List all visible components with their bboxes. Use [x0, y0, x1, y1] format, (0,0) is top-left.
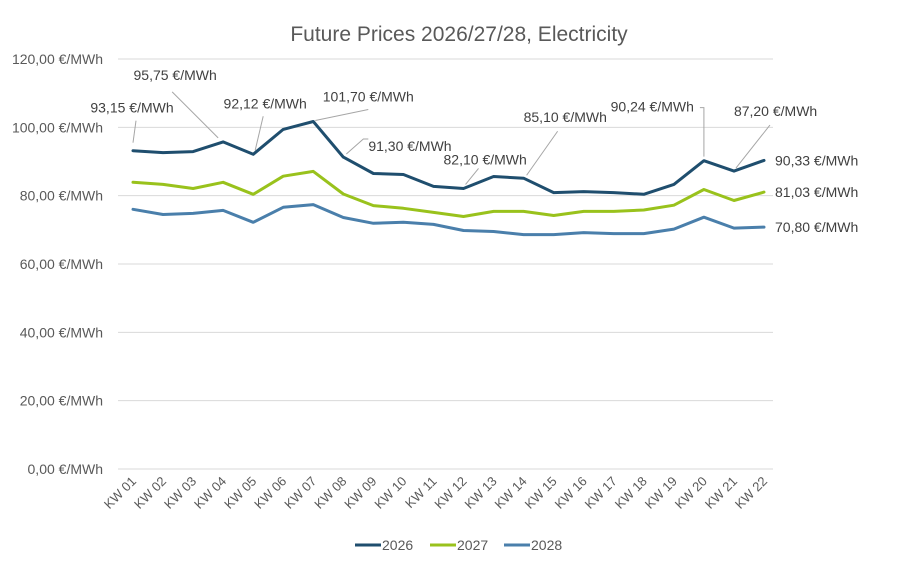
data-label: 90,33 €/MWh	[775, 152, 858, 168]
data-label: 90,24 €/MWh	[611, 99, 694, 115]
data-label: 85,10 €/MWh	[524, 109, 607, 125]
data-label: 91,30 €/MWh	[368, 138, 451, 154]
annotation-leader-line	[699, 107, 705, 157]
x-tick-label: KW 19	[642, 474, 680, 512]
annotation-leader-line	[526, 130, 559, 176]
x-tick-label: KW 07	[281, 474, 319, 512]
y-tick-label: 40,00 €/MWh	[20, 324, 103, 340]
x-tick-label: KW 14	[492, 474, 530, 512]
annotation-leader-line	[315, 109, 369, 122]
gridlines	[118, 58, 773, 470]
y-tick-label: 100,00 €/MWh	[12, 119, 103, 135]
x-tick-label: KW 05	[221, 474, 259, 512]
annotation-leader-line	[735, 124, 771, 169]
legend-item-2026: 2026	[355, 537, 413, 553]
chart-title: Future Prices 2026/27/28, Electricity	[290, 23, 628, 46]
data-labels: 93,15 €/MWh 95,75 €/MWh 92,12 €/MWh 101,70 …	[90, 67, 858, 235]
x-tick-label: KW 20	[672, 474, 710, 512]
x-tick-label: KW 15	[522, 474, 560, 512]
legend-item-2028: 2028	[504, 537, 562, 553]
data-label: 95,75 €/MWh	[134, 67, 217, 83]
series-line-2027	[131, 169, 766, 218]
annotation-leader-line	[346, 138, 369, 155]
annotation-leader-line	[132, 120, 137, 143]
y-tick-label: 60,00 €/MWh	[20, 256, 103, 272]
x-tick-label: KW 09	[341, 474, 379, 512]
data-label: 81,03 €/MWh	[775, 184, 858, 200]
x-tick-label: KW 06	[251, 474, 289, 512]
x-tick-label: KW 18	[612, 474, 650, 512]
y-tick-label: 120,00 €/MWh	[12, 51, 103, 67]
annotation-leader-line	[465, 168, 479, 185]
x-tick-label: KW 21	[702, 474, 740, 512]
data-label: 101,70 €/MWh	[323, 89, 414, 105]
data-label: 70,80 €/MWh	[775, 219, 858, 235]
legend-label: 2027	[457, 537, 488, 553]
series-line-2028	[131, 203, 766, 237]
data-label: 93,15 €/MWh	[90, 100, 173, 116]
x-tick-label: KW 17	[582, 474, 620, 512]
x-tick-label: KW 11	[402, 474, 440, 512]
x-tick-label: KW 12	[431, 474, 469, 512]
x-tick-label: KW 22	[732, 474, 770, 512]
legend: 2026 2027 2028	[355, 537, 562, 553]
data-label: 87,20 €/MWh	[734, 103, 817, 119]
x-tick-label: KW 10	[371, 474, 409, 512]
x-tick-label: KW 13	[461, 474, 499, 512]
data-label: 82,10 €/MWh	[444, 151, 527, 167]
legend-label: 2026	[382, 537, 413, 553]
y-tick-label: 0,00 €/MWh	[28, 461, 103, 477]
x-tick-label: KW 16	[552, 474, 590, 512]
x-tick-label: KW 08	[311, 474, 349, 512]
annotation-leader-line	[171, 91, 219, 139]
data-label: 92,12 €/MWh	[224, 95, 307, 111]
annotation-leader-line	[254, 116, 264, 151]
y-tick-label: 80,00 €/MWh	[20, 188, 103, 204]
annotation-leader-lines	[132, 91, 771, 185]
legend-item-2027: 2027	[430, 537, 488, 553]
series-line-2026	[131, 120, 766, 196]
y-axis-tick-labels: 0,00 €/MWh 20,00 €/MWh 40,00 €/MWh 60,00 €/…	[12, 51, 103, 477]
legend-label: 2028	[531, 537, 562, 553]
x-tick-label: KW 02	[131, 474, 169, 512]
x-tick-label: KW 03	[161, 474, 199, 512]
series-lines	[131, 120, 766, 237]
x-tick-label: KW 04	[191, 474, 229, 512]
y-tick-label: 20,00 €/MWh	[20, 393, 103, 409]
x-tick-label: KW 01	[101, 474, 139, 512]
